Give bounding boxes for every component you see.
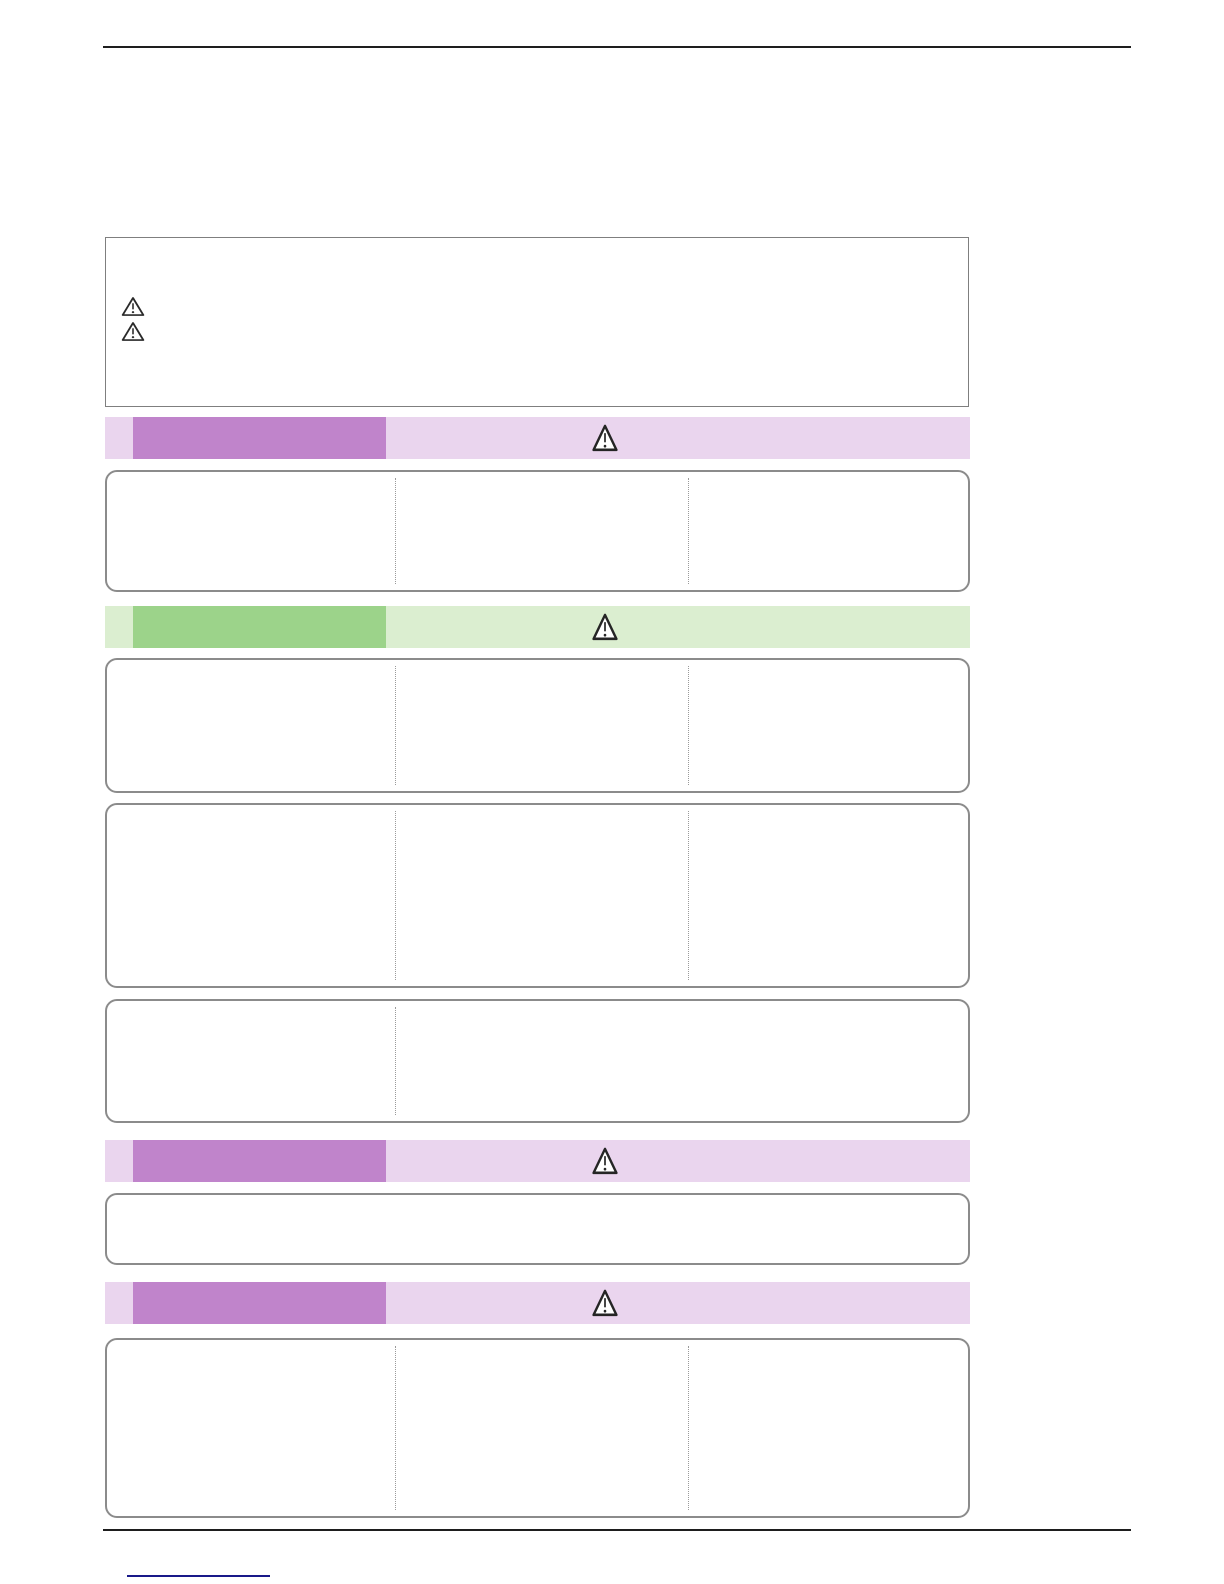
column-divider — [688, 811, 689, 980]
warning-triangle-icon — [121, 321, 145, 342]
warning-banner — [105, 1282, 970, 1324]
warning-triangle-icon — [592, 424, 618, 452]
column-divider — [688, 478, 689, 584]
column-divider — [395, 666, 396, 785]
warning-triangle-icon — [592, 1289, 618, 1317]
banner-title-block — [133, 1282, 386, 1324]
banner-title-block — [133, 417, 386, 459]
banner-title-block — [133, 606, 386, 648]
footer-link[interactable] — [127, 1563, 270, 1577]
warning-banner — [105, 417, 970, 459]
warning-triangle-icon — [592, 613, 618, 641]
content-box — [105, 1338, 970, 1518]
banner-title-block — [133, 1140, 386, 1182]
caution-banner — [105, 606, 970, 648]
column-divider — [688, 1346, 689, 1510]
content-box — [105, 658, 970, 793]
column-divider — [395, 811, 396, 980]
column-divider — [395, 1007, 396, 1115]
column-divider — [395, 1346, 396, 1510]
content-box — [105, 803, 970, 988]
footer-rule — [103, 1529, 1131, 1531]
warning-banner — [105, 1140, 970, 1182]
warning-triangle-icon — [121, 296, 145, 317]
header-rule — [103, 46, 1131, 48]
content-box — [105, 999, 970, 1123]
column-divider — [688, 666, 689, 785]
content-box — [105, 1193, 970, 1265]
column-divider — [395, 478, 396, 584]
safety-intro-box — [105, 237, 969, 407]
content-box — [105, 470, 970, 592]
warning-triangle-icon — [592, 1147, 618, 1175]
